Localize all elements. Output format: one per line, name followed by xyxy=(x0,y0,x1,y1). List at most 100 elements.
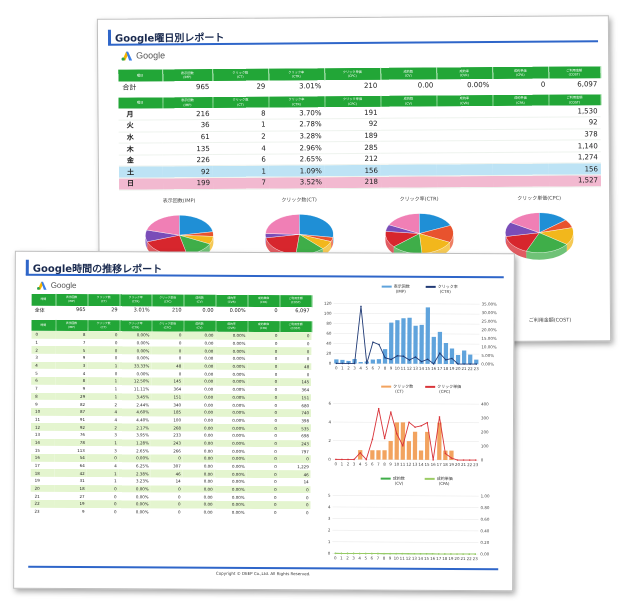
data-point xyxy=(395,552,397,555)
table-cell: 3.45% xyxy=(119,392,152,401)
data-point xyxy=(389,552,391,555)
x-tick-label: 11 xyxy=(401,366,407,371)
bar xyxy=(449,348,455,364)
x-tick-label: 13 xyxy=(412,556,418,561)
table-cell: 87 xyxy=(55,407,88,416)
table-cell: 0.00% xyxy=(119,354,152,363)
table-cell: 3.95% xyxy=(118,431,151,440)
table-cell: 156 xyxy=(548,163,601,176)
table-cell: 日 xyxy=(118,177,164,190)
table-cell: 9 xyxy=(31,399,56,408)
hourly-chart-2: 成約数(CV)成約単価(CPA)0123450.000.200.400.600.… xyxy=(328,475,490,561)
pie-title: クリック率(CTR) xyxy=(399,196,439,203)
legend-label: 成約数 xyxy=(393,475,405,481)
table-cell: 1 xyxy=(87,361,120,370)
table-cell: 3.52% xyxy=(268,176,326,189)
table-cell: 1 xyxy=(212,119,269,132)
legend-label: 表示回数 xyxy=(394,283,410,289)
summary-total-row: 合計 965 29 3.01% 210 0.00 0.00% 0 6,097 xyxy=(118,78,600,92)
table-cell: 6,097 xyxy=(577,79,598,88)
table-cell: 11.11% xyxy=(119,385,152,393)
bar xyxy=(376,450,381,460)
weekday-detail-table: 曜日 表示回数 (IMP) クリック数 (CT) クリック率 (CTR) クリック単価 (CPC… xyxy=(118,94,602,190)
gridline xyxy=(333,303,480,305)
legend-swatch xyxy=(425,385,436,388)
table-cell: 0.00 xyxy=(182,500,215,509)
table-cell: 3.01% xyxy=(133,307,150,314)
table-cell: 20 xyxy=(30,484,55,493)
data-point xyxy=(450,457,453,459)
data-point xyxy=(439,352,441,355)
table-cell: 3.01% xyxy=(299,81,322,90)
pie-slice-side xyxy=(505,236,527,259)
table-cell: 1 xyxy=(86,438,119,447)
table-cell: 9 xyxy=(55,353,88,362)
table-cell xyxy=(436,163,493,176)
table-cell: 0.00% xyxy=(214,447,247,455)
table-cell: 212 xyxy=(324,153,381,166)
x-tick-label: 9 xyxy=(389,556,392,561)
legend-label: クリック率 xyxy=(438,283,458,289)
table-cell: 151 xyxy=(279,393,312,402)
pie-slice xyxy=(299,214,334,238)
data-point xyxy=(425,553,428,555)
pie-slice xyxy=(179,215,214,236)
table-cell: 0 xyxy=(279,370,312,379)
table-cell: 0.00% xyxy=(215,362,248,371)
table-cell: 0.00 xyxy=(183,377,216,386)
table-cell: 54 xyxy=(54,453,87,462)
table-cell: 23 xyxy=(30,507,55,516)
y-tick-label: 4 xyxy=(328,419,331,424)
google-ads-icon xyxy=(121,51,133,61)
table-cell: 2.78% xyxy=(268,118,325,131)
table-cell: 3 xyxy=(31,353,56,362)
bar xyxy=(346,360,351,364)
table-cell xyxy=(492,163,549,176)
x-tick-label: 16 xyxy=(431,462,437,467)
table-cell: 0 xyxy=(86,492,119,501)
data-point xyxy=(474,553,477,555)
table-cell xyxy=(492,175,550,188)
x-tick-label: 18 xyxy=(443,462,449,467)
table-cell: 233 xyxy=(150,431,183,440)
table-cell: 0.00% xyxy=(214,485,247,494)
column-header: 成約単価 (CPA) xyxy=(492,94,549,107)
table-cell xyxy=(492,105,549,118)
table-cell: 3 xyxy=(86,446,119,455)
legend-label: (IMP) xyxy=(396,289,407,294)
table-cell: 0.00 xyxy=(183,331,216,340)
table-cell: 0 xyxy=(86,484,119,493)
bar xyxy=(418,450,424,460)
table-cell: 135 xyxy=(162,142,213,155)
table-cell: 火 xyxy=(118,119,163,132)
data-point xyxy=(444,553,446,555)
pie-chart xyxy=(385,213,454,261)
data-point xyxy=(408,421,410,424)
pie-chart xyxy=(505,212,574,260)
x-tick-label: 0 xyxy=(335,365,338,370)
table-cell: 8 xyxy=(31,392,56,401)
column-header: クリック数 (CT) xyxy=(87,294,120,307)
table-cell: 1,527 xyxy=(548,174,602,187)
column-header: 曜日 xyxy=(118,97,163,109)
table-cell: 797 xyxy=(278,447,311,456)
table-cell: 2.38% xyxy=(118,469,151,478)
table-cell: 1 xyxy=(87,392,120,401)
x-tick-label: 12 xyxy=(406,462,412,467)
table-cell: 1 xyxy=(86,469,119,478)
table-cell: 0.00 xyxy=(417,80,434,90)
data-point xyxy=(432,459,434,461)
data-point xyxy=(437,553,440,555)
table-cell: 0 xyxy=(247,347,280,356)
legend-label: (CTR) xyxy=(440,289,452,294)
gridline xyxy=(332,518,479,520)
data-point xyxy=(402,355,405,357)
y-tick-label: 2 xyxy=(328,438,331,443)
bar xyxy=(443,342,449,364)
table-cell xyxy=(436,129,493,142)
table-cell: 0.00 xyxy=(182,423,215,432)
table-cell: 6,097 xyxy=(295,308,310,315)
table-cell: 1,530 xyxy=(548,105,601,118)
table-cell: 0.00% xyxy=(214,470,247,478)
bar xyxy=(401,318,406,364)
